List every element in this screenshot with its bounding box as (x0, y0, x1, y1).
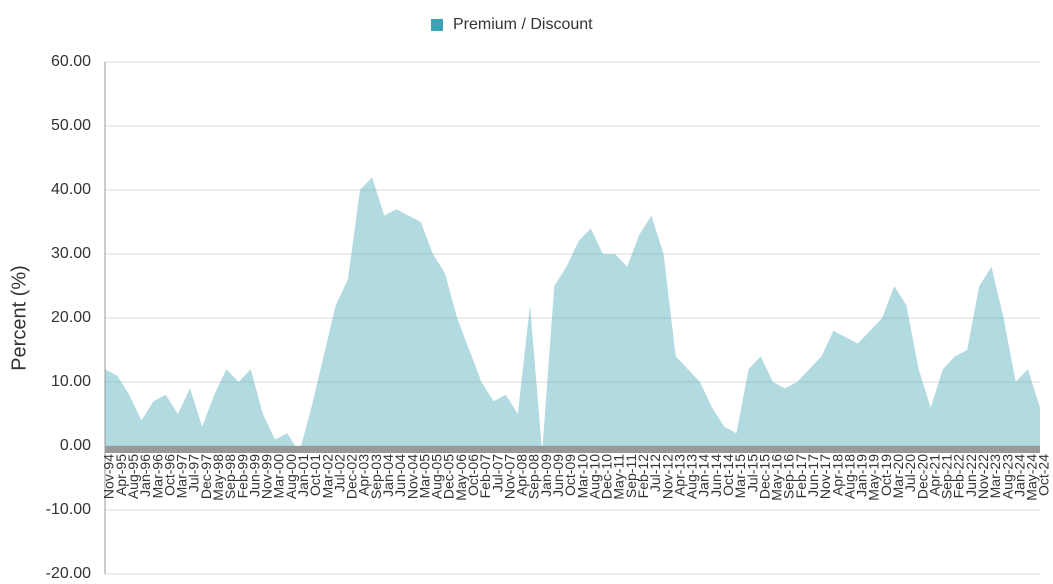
x-tick-label: Apr-95 (113, 454, 129, 496)
x-tick-label: Dec-20 (914, 454, 930, 499)
x-tick-label: Jul-07 (489, 454, 505, 492)
x-tick-label: Jan-19 (854, 454, 870, 497)
area (105, 177, 1040, 453)
x-tick-label: Jan-04 (380, 454, 396, 497)
x-tick-label: Jun-14 (708, 454, 724, 497)
x-tick-label: Oct-96 (161, 454, 177, 496)
x-tick-label: Apr-08 (514, 454, 530, 496)
x-tick-label: Aug-23 (999, 454, 1015, 499)
x-tick-label: Apr-03 (356, 454, 372, 496)
x-tick-label: May-11 (611, 454, 627, 500)
x-tick-label: Jun-09 (550, 454, 566, 497)
x-tick-label: Oct-14 (720, 454, 736, 496)
x-tick-label: Mar-15 (732, 454, 748, 499)
x-tick-label: Aug-10 (586, 454, 602, 499)
x-tick-label: Aug-18 (841, 454, 857, 499)
x-tick-label: Jun-99 (246, 454, 262, 497)
y-tick-label: 10.00 (51, 373, 91, 390)
x-tick-label: Mar-97 (174, 454, 190, 499)
x-tick-label: Jan-09 (538, 454, 554, 497)
x-tick-label: Sep-03 (368, 454, 384, 499)
x-tick-label: Feb-22 (951, 454, 967, 499)
x-tick-label: Dec-02 (344, 454, 360, 499)
y-tick-label: -10.00 (46, 501, 91, 518)
x-tick-label: Oct-09 (562, 454, 578, 496)
y-tick-label: 60.00 (51, 53, 91, 70)
y-tick-label: 50.00 (51, 117, 91, 134)
x-tick-label: Apr-21 (926, 454, 942, 496)
x-tick-label: Aug-05 (429, 454, 445, 499)
x-tick-label: Mar-23 (987, 454, 1003, 499)
y-axis-label: Percent (%) (8, 265, 30, 371)
x-tick-label: May-98 (210, 454, 226, 501)
x-tick-label: Nov-07 (501, 454, 517, 499)
x-tick-label: Jul-12 (647, 454, 663, 492)
x-tick-label: Feb-07 (477, 454, 493, 499)
x-tick-label: Jun-22 (963, 454, 979, 497)
x-tick-label: Dec-15 (756, 454, 772, 499)
x-tick-label: Nov-94 (101, 454, 117, 499)
x-tick-label: Nov-99 (259, 454, 275, 499)
x-tick-label: Oct-24 (1036, 454, 1052, 496)
x-tick-label: Jan-96 (137, 454, 153, 497)
x-tick-label: Dec-05 (441, 454, 457, 499)
x-tick-label: Feb-12 (635, 454, 651, 499)
x-tick-label: Aug-95 (125, 454, 141, 499)
x-tick-label: Jan-14 (696, 454, 712, 497)
y-tick-label: 30.00 (51, 245, 91, 262)
x-tick-label: Sep-98 (222, 454, 238, 499)
x-tick-label: Mar-96 (149, 454, 165, 499)
x-tick-label: Jul-97 (186, 454, 202, 492)
legend-swatch (431, 19, 443, 31)
y-tick-label: 0.00 (60, 437, 91, 454)
x-tick-label: Nov-17 (817, 454, 833, 499)
x-tick-label: Sep-16 (781, 454, 797, 499)
x-tick-label: Sep-08 (526, 454, 542, 499)
x-tick-label: Oct-19 (878, 454, 894, 496)
y-tick-label: -20.00 (46, 565, 91, 582)
x-tick-label: May-16 (769, 454, 785, 501)
x-tick-label: May-06 (453, 454, 469, 501)
x-tick-label: Feb-17 (793, 454, 809, 499)
x-tick-label: Sep-21 (939, 454, 955, 499)
zero-band (105, 446, 1040, 453)
x-tick-label: Jun-17 (805, 454, 821, 497)
x-tick-label: Nov-04 (404, 454, 420, 499)
x-tick-label: Sep-11 (623, 454, 639, 498)
x-tick-label: Jul-15 (744, 454, 760, 492)
x-tick-label: May-24 (1024, 454, 1040, 501)
x-tick-label: Dec-10 (599, 454, 615, 499)
y-tick-label: 40.00 (51, 181, 91, 198)
x-tick-label: Nov-22 (975, 454, 991, 499)
x-tick-label: May-19 (866, 454, 882, 501)
x-tick-label: Oct-01 (307, 454, 323, 496)
x-tick-label: Jan-01 (295, 454, 311, 497)
legend-label: Premium / Discount (453, 16, 593, 33)
x-tick-label: Mar-10 (574, 454, 590, 499)
x-tick-label: Mar-05 (416, 454, 432, 499)
y-tick-label: 20.00 (51, 309, 91, 326)
x-tick-label: Feb-99 (234, 454, 250, 499)
x-tick-label: Mar-02 (319, 454, 335, 499)
x-tick-label: Jun-04 (392, 454, 408, 497)
x-tick-label: Mar-00 (271, 454, 287, 499)
x-tick-label: Jul-20 (902, 454, 918, 492)
x-tick-label: Jan-24 (1011, 454, 1027, 497)
x-tick-label: Aug-00 (283, 454, 299, 499)
x-tick-label: Oct-06 (465, 454, 481, 496)
x-tick-label: Aug-13 (684, 454, 700, 499)
x-tick-label: Mar-20 (890, 454, 906, 499)
x-tick-label: Jul-02 (331, 454, 347, 492)
x-tick-label: Nov-12 (659, 454, 675, 499)
x-tick-label: Apr-18 (829, 454, 845, 496)
x-tick-label: Apr-13 (671, 454, 687, 496)
x-tick-label: Dec-97 (198, 454, 214, 499)
